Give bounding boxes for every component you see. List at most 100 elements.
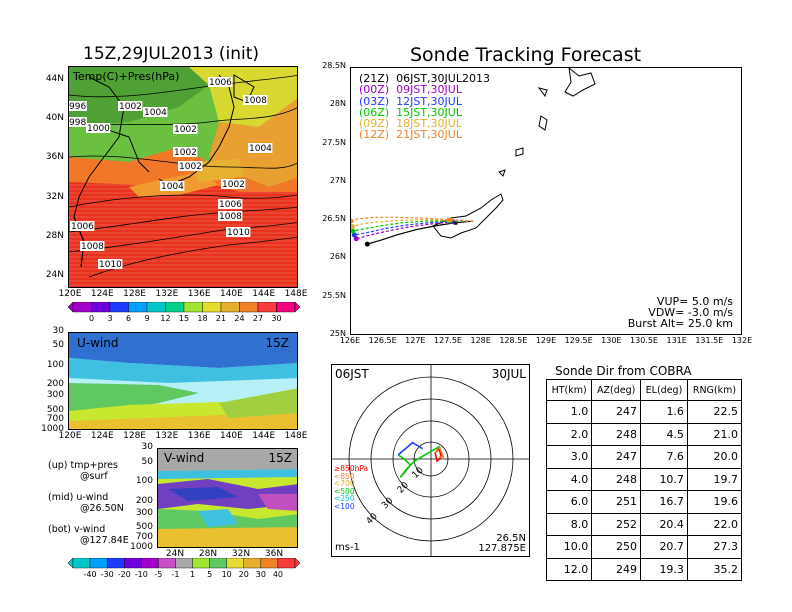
colorbar-swatch (91, 302, 111, 313)
table-header-cell: AZ(deg) (591, 379, 642, 401)
isobar-label-bg (173, 124, 198, 134)
table-header-cell: RNG(km) (686, 379, 743, 401)
isobar-label: 1006 (219, 200, 242, 210)
table-cell: 27.3 (686, 535, 743, 559)
sonde-dir-table: HT(km) AZ(deg) EL(deg) RNG(km) 1.0 247 1.6 22.5… (545, 379, 743, 581)
v-wind-panel: V-wind 15Z (157, 448, 298, 548)
track-end-point (364, 241, 370, 247)
p-tick: 700 (46, 414, 64, 425)
p-tick: 700 (135, 531, 153, 542)
p-tick: 300 (46, 390, 64, 401)
colorbar-swatch (128, 302, 148, 313)
track-lon-tick: 127E (405, 336, 426, 345)
table-cell: 19.3 (640, 557, 688, 581)
colorbar-tick: 12 (160, 314, 170, 322)
track-lat-tick: 28.5N (322, 61, 346, 70)
v-lat-tick: 28N (198, 549, 218, 559)
isobar-label-bg (178, 161, 203, 171)
colorbar-swatch (89, 558, 108, 569)
u-lon-tick: 128E (123, 431, 146, 441)
isobar-label-bg (69, 117, 87, 127)
isobar-label: 1004 (249, 144, 272, 154)
table-row: 2.0 248 4.5 21.0 (545, 422, 743, 446)
colorbar-swatch (124, 558, 142, 569)
colorbar-swatch (220, 302, 240, 313)
track-end-point (353, 236, 359, 242)
table-cell: 252 (591, 512, 642, 536)
table-cell: 7.6 (640, 445, 688, 469)
colorbar-end (294, 558, 300, 569)
colorbar-tick: -20 (118, 570, 131, 578)
table-header-row: HT(km) AZ(deg) EL(deg) RNG(km) (545, 379, 743, 401)
table-cell: 20.7 (640, 535, 688, 559)
table-cell: 4.0 (545, 467, 593, 491)
isobar-label-bg (218, 199, 243, 209)
colorbar-swatch (109, 302, 129, 313)
hodo-lon: 127.875E (478, 543, 526, 554)
track-burst-point (453, 220, 458, 225)
table-cell: 4.5 (640, 422, 688, 446)
track-line (351, 216, 474, 222)
colorbar-tick: 30 (256, 570, 266, 578)
u-lon-tick: 144E (252, 431, 276, 441)
colorbar-swatch (141, 558, 159, 569)
colorbar-swatch (72, 558, 91, 569)
colorbar-tick: 40 (273, 570, 283, 578)
colorbar-tick: -10 (135, 570, 148, 578)
v-lat-tick: 36N (264, 549, 284, 559)
hodo-trace (434, 444, 445, 458)
colorbar-tick: 18 (197, 314, 207, 322)
isobar-label: 1010 (99, 260, 122, 270)
table-cell: 1.6 (640, 400, 688, 424)
hodo-level-entry: <700 (334, 479, 355, 488)
table-cell: 20.4 (640, 512, 688, 536)
tracking-chart: (21Z) 06JST,30JUL2013 (00Z) 09JST,30JUL (0… (350, 67, 742, 335)
isobar-label-bg (70, 221, 95, 231)
vup-param: VUP= 5.0 m/s (656, 295, 733, 308)
colorbar-tick: 24 (234, 314, 244, 322)
p-tick: 200 (46, 379, 64, 390)
colorbar-tick: -1 (171, 570, 179, 578)
track-lon-tick: 128E (470, 336, 491, 345)
isobar-label-bg (86, 123, 111, 133)
tracking-legend: (21Z) 06JST,30JUL2013 (00Z) 09JST,30JUL (0… (359, 73, 490, 141)
track-lon-tick: 130.5E (630, 336, 658, 345)
hodo-ring-label: 40 (365, 511, 380, 526)
track-lat-tick: 27N (329, 175, 346, 185)
table-cell: 22.5 (686, 400, 743, 424)
v-lat-tick: 24N (165, 549, 185, 559)
map-lat-tick: 32N (45, 191, 64, 202)
track-lon-tick: 129E (535, 336, 557, 345)
isobar-label: 1000 (87, 124, 110, 134)
track-lat-tick: 25N (329, 329, 346, 338)
track-lon-tick: 132E (731, 336, 753, 345)
p-tick: 50 (141, 456, 153, 467)
p-tick: 1000 (130, 542, 153, 552)
table-cell: 20.0 (686, 445, 743, 469)
colorbar-tick: 10 (222, 570, 232, 578)
track-lon-tick: 129.5E (564, 336, 593, 345)
isobar-label-bg (143, 107, 168, 117)
note-bot-level: @127.84E (80, 535, 129, 546)
isobar-label-bg (221, 179, 246, 189)
colorbar-tick: 20 (239, 570, 249, 578)
p-tick: 30 (52, 326, 64, 336)
colorbar-tick: 15 (179, 314, 189, 322)
vdw-param: VDW= -3.0 m/s (648, 306, 733, 319)
colorbar-tick: -5 (154, 570, 162, 578)
colorbar-swatch (192, 558, 210, 569)
table-row: 10.0 250 20.7 27.3 (545, 535, 743, 559)
table-cell: 248 (591, 467, 642, 491)
track-end-point (351, 228, 356, 234)
track-lon-tick: 131E (666, 336, 687, 345)
hodo-level-legend: ≥850hPa <850 <700 <500 <250 <100 (334, 465, 368, 510)
table-cell: 12.0 (545, 557, 593, 581)
isobar-label-bg (208, 77, 233, 87)
map-lon-tick: 136E (187, 289, 211, 299)
colorbar-tick: 1 (190, 570, 195, 578)
track-lat-tick: 28N (329, 99, 346, 109)
u-lon-tick: 124E (90, 431, 114, 441)
isobar-label-bg (248, 143, 273, 153)
burst-alt-param: Burst Alt= 25.0 km (627, 317, 733, 330)
table-cell: 3.0 (545, 445, 593, 469)
